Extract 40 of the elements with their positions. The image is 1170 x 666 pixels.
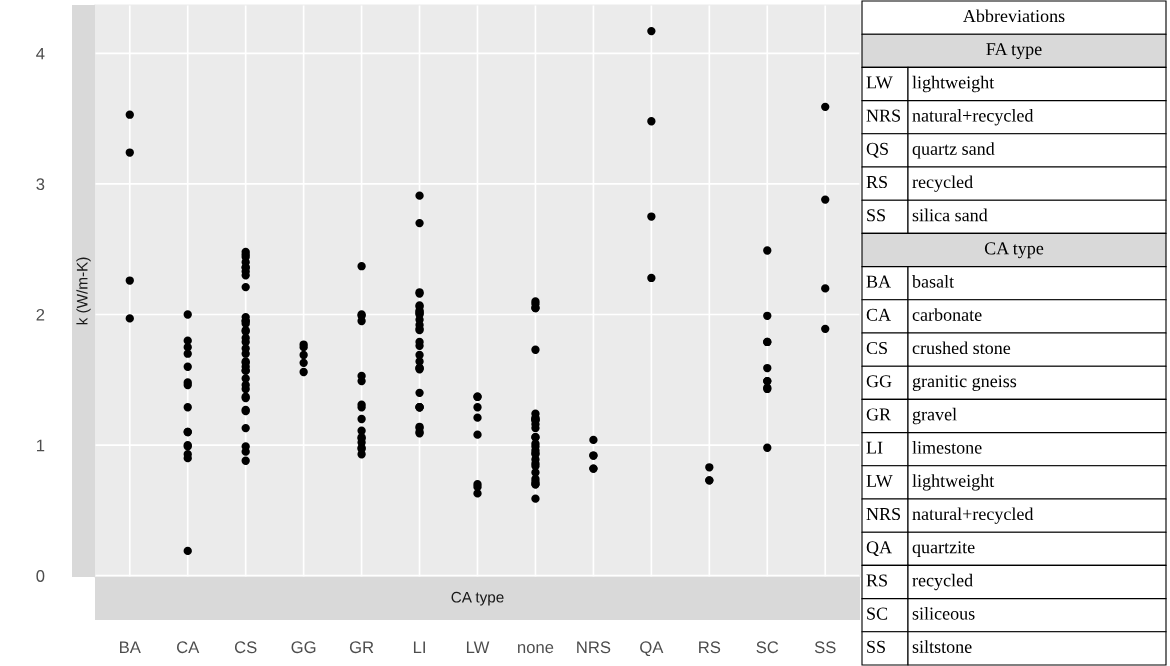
x-tick-label: GG — [291, 641, 316, 654]
text: GG granitic gneiss — [866, 375, 1017, 391]
y-axis-title: k (W/m-K) — [76, 257, 91, 325]
text: RS recycled — [866, 573, 973, 591]
text: BA basalt — [866, 275, 955, 288]
x-tick-label: CS — [234, 641, 257, 654]
x-tick-label: LI — [413, 641, 425, 653]
x-tick-label: RS — [699, 641, 721, 654]
text: LI limestone — [866, 441, 982, 454]
y-tick-label: 3 — [36, 178, 45, 191]
text: SS siltstone — [867, 640, 972, 653]
text: CS crushed stone — [866, 341, 1011, 355]
text: RS recycled — [866, 175, 973, 192]
text: FA type — [986, 43, 1042, 59]
x-tick-label: SS — [814, 641, 836, 654]
x-tick-label: BA — [120, 641, 141, 653]
y-tick-label: 0 — [36, 570, 45, 582]
y-tick-label: 1 — [37, 439, 45, 452]
x-axis-title: CA type — [451, 591, 504, 606]
y-tick-label: 2 — [36, 308, 45, 321]
text: SS silica sand — [867, 208, 988, 222]
text: QA quartzite — [866, 541, 975, 557]
text: NRS natural+recycled — [866, 507, 1034, 524]
x-tick-label: CA — [177, 641, 200, 654]
x-tick-label: GR — [349, 641, 374, 654]
text: LW lightweight — [866, 75, 995, 93]
text: CA carbonate — [866, 308, 982, 321]
text: Abbreviations — [963, 9, 1065, 23]
x-tick-label: NRS — [577, 641, 611, 654]
text: LW lightweight — [866, 474, 995, 491]
x-tick-label: none — [518, 644, 554, 654]
x-tick-label: SC — [756, 641, 779, 654]
text: SC siliceous — [867, 607, 975, 620]
text: CA type — [984, 242, 1044, 259]
x-tick-label: QA — [640, 641, 664, 657]
x-tick-label: LW — [466, 641, 490, 653]
text: GR gravel — [866, 407, 957, 425]
text: NRS natural+recycled — [866, 108, 1034, 126]
text: QS quartz sand — [866, 142, 995, 159]
y-tick-label: 4 — [36, 47, 45, 60]
